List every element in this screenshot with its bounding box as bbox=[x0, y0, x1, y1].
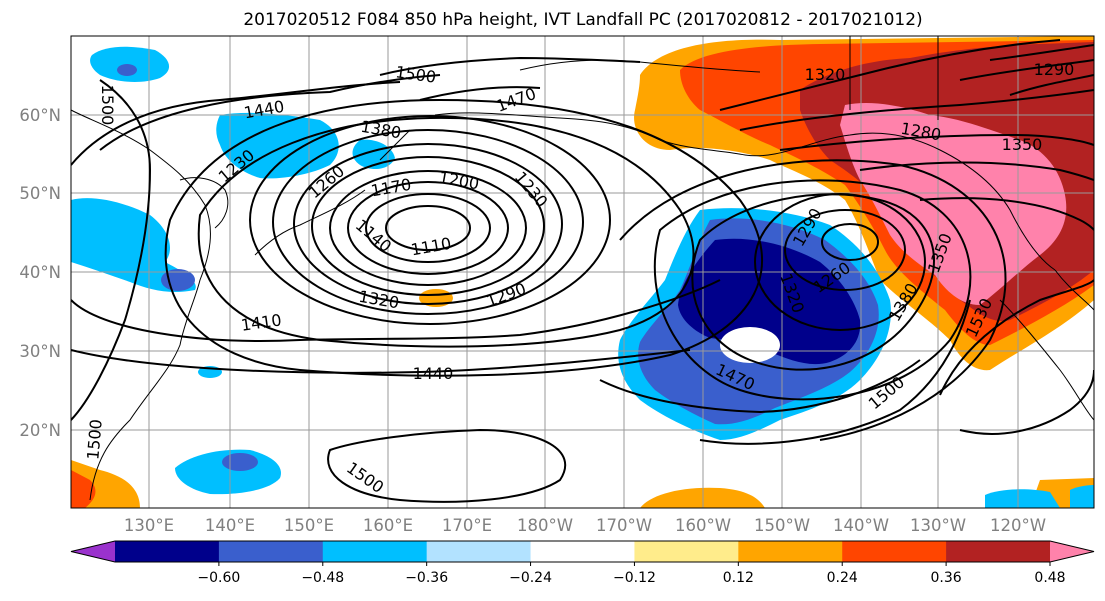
lat-label: 60°N bbox=[19, 106, 61, 125]
colorbar-tick-label: 0.36 bbox=[931, 570, 962, 586]
lon-label: 180°W bbox=[517, 516, 573, 535]
colorbar-extend-min bbox=[71, 541, 115, 562]
lat-label: 50°N bbox=[19, 184, 61, 203]
colorbar-segment bbox=[426, 541, 532, 562]
colorbar-tick-label: 0.12 bbox=[723, 570, 754, 586]
lon-label: 160°W bbox=[675, 516, 731, 535]
colorbar-tick-label: −0.48 bbox=[301, 570, 344, 586]
map-panel: 1500 1470 1440 1380 1320 1290 1280 1230 … bbox=[70, 35, 1095, 509]
lon-label: 150°E bbox=[284, 516, 334, 535]
colorbar-tick-label: −0.60 bbox=[197, 570, 240, 586]
lon-label: 140°E bbox=[205, 516, 255, 535]
colorbar-tick-label: −0.36 bbox=[405, 570, 448, 586]
colorbar-segment bbox=[738, 541, 843, 562]
lon-label: 130°W bbox=[910, 516, 966, 535]
lon-label: 150°W bbox=[754, 516, 810, 535]
colorbar-tick-label: −0.12 bbox=[613, 570, 656, 586]
lon-label: 160°E bbox=[363, 516, 413, 535]
negative-anomaly-patch bbox=[1070, 485, 1094, 508]
contour-label: 1500 bbox=[83, 418, 105, 460]
colorbar-segment bbox=[634, 541, 739, 562]
negative-anomaly-navy bbox=[678, 238, 861, 365]
colorbar-segment bbox=[115, 541, 220, 562]
lon-label: 140°W bbox=[833, 516, 889, 535]
negative-anomaly-patch bbox=[117, 64, 137, 76]
negative-anomaly-patch bbox=[222, 453, 258, 471]
colorbar-tick-label: −0.24 bbox=[509, 570, 552, 586]
negative-anomaly-patch bbox=[985, 489, 1060, 508]
colorbar-segment bbox=[530, 541, 635, 562]
colorbar-tick-label: 0.48 bbox=[1034, 570, 1065, 586]
negative-anomaly-lightblue bbox=[71, 198, 196, 293]
colorbar-extend-max bbox=[1050, 541, 1094, 562]
map-title: 2017020512 F084 850 hPa height, IVT Land… bbox=[243, 10, 922, 30]
negative-anomaly-lightblue bbox=[216, 112, 339, 179]
lat-label: 30°N bbox=[19, 342, 61, 361]
colorbar-segment bbox=[842, 541, 947, 562]
colorbar-segment bbox=[946, 541, 1051, 562]
lat-label: 40°N bbox=[19, 263, 61, 282]
negative-anomaly-hole bbox=[720, 327, 780, 363]
coastlines bbox=[71, 36, 1094, 501]
colorbar-segment bbox=[322, 541, 428, 562]
contour-label: 1440 bbox=[413, 364, 454, 383]
contour-label: 1350 bbox=[1002, 135, 1043, 154]
contour-label: 1290 bbox=[1034, 60, 1075, 79]
lat-label: 20°N bbox=[19, 421, 61, 440]
colorbar: −0.60 −0.48 −0.36 −0.24 −0.12 0.12 0.24 0.36 0.4… bbox=[70, 540, 1095, 586]
graticule bbox=[71, 36, 1094, 508]
positive-anomaly-patch bbox=[71, 470, 96, 508]
contour-label: 1500 bbox=[98, 85, 117, 126]
latitude-labels: 60°N 50°N 40°N 30°N 20°N bbox=[19, 106, 61, 440]
colorbar-segment bbox=[218, 541, 324, 562]
height-contours bbox=[71, 39, 1094, 503]
colorbar-outline bbox=[70, 540, 1095, 563]
contour-label: 1320 bbox=[805, 65, 846, 84]
lon-label: 170°E bbox=[442, 516, 492, 535]
lon-label: 170°W bbox=[596, 516, 652, 535]
positive-anomaly-pink bbox=[840, 103, 1067, 305]
longitude-labels: 130°E 140°E 150°E 160°E 170°E 180°W 170°… bbox=[124, 516, 1046, 535]
colorbar-tick-label: 0.24 bbox=[827, 570, 858, 586]
lon-label: 130°E bbox=[124, 516, 174, 535]
map-frame bbox=[70, 35, 1095, 509]
lon-label: 120°W bbox=[990, 516, 1046, 535]
